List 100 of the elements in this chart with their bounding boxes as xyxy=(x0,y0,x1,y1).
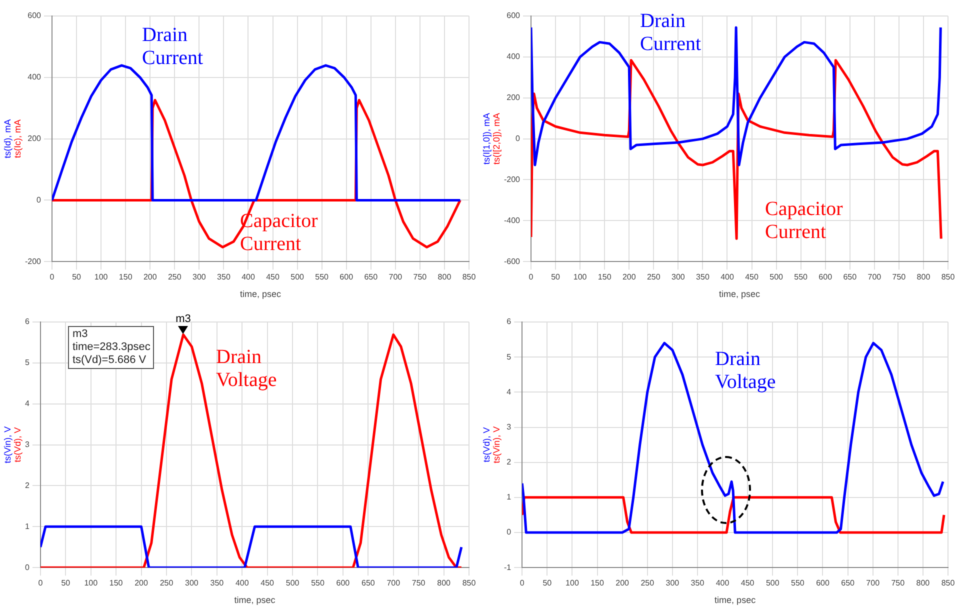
y-tick-label: 0 xyxy=(24,562,30,572)
y-tick-label: 600 xyxy=(506,11,521,20)
x-tick-label: 150 xyxy=(109,578,124,588)
y-tick-label: -200 xyxy=(24,256,42,266)
x-tick-label: 250 xyxy=(160,578,174,588)
y-tick-label: 5 xyxy=(506,352,512,362)
x-axis-title: time, psec xyxy=(240,289,282,300)
x-tick-label: 350 xyxy=(696,272,710,282)
x-tick-label: 850 xyxy=(462,272,476,282)
text: ts(Id), mA xyxy=(2,119,12,158)
x-tick-label: 700 xyxy=(388,272,403,282)
x-tick-label: 100 xyxy=(94,272,108,282)
x-tick-label: 550 xyxy=(315,272,330,282)
x-tick-label: 250 xyxy=(646,272,661,282)
text: ts(Vd), V xyxy=(12,427,22,462)
y-tick-label: 400 xyxy=(506,52,521,62)
annotation: Drain Voltage xyxy=(715,348,777,394)
x-tick-label: 400 xyxy=(242,272,256,282)
text: ts(Vin), V xyxy=(2,426,12,464)
x-tick-label: 550 xyxy=(791,578,805,588)
annotation: Drain Current xyxy=(142,24,204,70)
annotation: Drain Voltage xyxy=(216,346,278,392)
x-tick-label: 800 xyxy=(437,578,452,588)
x-tick-label: 700 xyxy=(866,578,880,588)
x-tick-label: 100 xyxy=(573,272,588,282)
y-tick-label: 4 xyxy=(24,399,30,408)
y-tick-label: -600 xyxy=(504,256,521,266)
annotation: m3 xyxy=(72,328,89,341)
annotation: ts(Vd)=5.686 V xyxy=(72,354,148,367)
x-tick-label: 850 xyxy=(941,272,956,282)
x-tick-label: 350 xyxy=(210,578,224,588)
y-tick-label: 1 xyxy=(24,522,30,531)
annotation: time=283.3psec xyxy=(72,341,150,354)
x-tick-label: 400 xyxy=(235,578,250,588)
text: ts(Ic), mA xyxy=(12,120,22,158)
x-tick-label: 600 xyxy=(816,578,830,588)
x-tick-label: 650 xyxy=(841,578,856,588)
x-tick-label: 300 xyxy=(192,272,206,282)
x-tick-label: 500 xyxy=(286,578,300,588)
x-tick-label: 100 xyxy=(566,578,580,588)
x-axis-title: time, psec xyxy=(714,595,756,606)
x-tick-label: 300 xyxy=(185,578,199,588)
y-tick-label: 5 xyxy=(24,358,30,368)
x-tick-label: 750 xyxy=(413,272,428,282)
y-tick-label: 6 xyxy=(24,317,30,326)
annotation: Drain Current xyxy=(640,10,702,56)
x-tick-label: 750 xyxy=(412,578,426,588)
x-tick-label: 250 xyxy=(168,272,182,282)
x-tick-label: 550 xyxy=(311,578,325,588)
x-tick-label: 200 xyxy=(143,272,158,282)
x-tick-label: 200 xyxy=(622,272,636,282)
x-tick-label: 200 xyxy=(134,578,149,588)
annotation: Capacitor Current xyxy=(765,198,844,244)
x-tick-label: 150 xyxy=(590,578,604,588)
text: ts(Vin), V xyxy=(491,426,502,464)
y-tick-label: 400 xyxy=(28,72,42,82)
y-tick-label: 0 xyxy=(516,134,521,144)
x-tick-label: 650 xyxy=(364,272,378,282)
x-tick-label: 450 xyxy=(740,578,755,588)
x-tick-label: 150 xyxy=(598,272,612,282)
y-tick-label: 200 xyxy=(28,134,42,144)
x-tick-label: 800 xyxy=(916,272,931,282)
x-tick-label: 50 xyxy=(72,272,82,282)
y-tick-label: -1 xyxy=(504,562,512,572)
x-tick-label: 250 xyxy=(640,578,655,588)
y-tick-label: 6 xyxy=(506,317,512,326)
x-tick-label: 850 xyxy=(941,578,956,588)
y-tick-label: 0 xyxy=(36,195,42,204)
x-tick-label: 50 xyxy=(551,272,561,282)
y-tick-label: 1 xyxy=(506,492,512,502)
x-axis-title: time, psec xyxy=(234,595,276,606)
x-tick-label: 500 xyxy=(770,272,784,282)
x-tick-label: 750 xyxy=(892,272,906,282)
x-tick-label: 100 xyxy=(84,578,98,588)
x-tick-label: 750 xyxy=(891,578,906,588)
x-tick-label: 500 xyxy=(766,578,780,588)
y-tick-label: 200 xyxy=(506,93,521,102)
y-tick-label: 3 xyxy=(24,440,30,450)
x-tick-label: 600 xyxy=(818,272,833,282)
y-tick-label: 0 xyxy=(506,528,512,537)
x-tick-label: 600 xyxy=(340,272,354,282)
x-tick-label: 800 xyxy=(438,272,452,282)
x-axis-title: time, psec xyxy=(719,289,761,300)
y-tick-label: 2 xyxy=(506,458,512,467)
x-tick-label: 450 xyxy=(266,272,280,282)
x-tick-label: 350 xyxy=(690,578,705,588)
y-tick-label: -400 xyxy=(504,216,521,225)
text: ts(Vd), V xyxy=(481,427,492,462)
y-tick-label: 600 xyxy=(28,11,42,20)
x-tick-label: 0 xyxy=(50,272,55,282)
y-tick-label: 2 xyxy=(24,480,30,490)
x-tick-label: 450 xyxy=(260,578,275,588)
x-tick-label: 400 xyxy=(716,578,730,588)
x-tick-label: 500 xyxy=(290,272,305,282)
y-tick-label: 4 xyxy=(506,387,512,396)
y-tick-label: -200 xyxy=(504,174,521,184)
x-tick-label: 650 xyxy=(361,578,376,588)
x-tick-label: 800 xyxy=(916,578,930,588)
x-tick-label: 550 xyxy=(794,272,808,282)
x-tick-label: 300 xyxy=(672,272,686,282)
